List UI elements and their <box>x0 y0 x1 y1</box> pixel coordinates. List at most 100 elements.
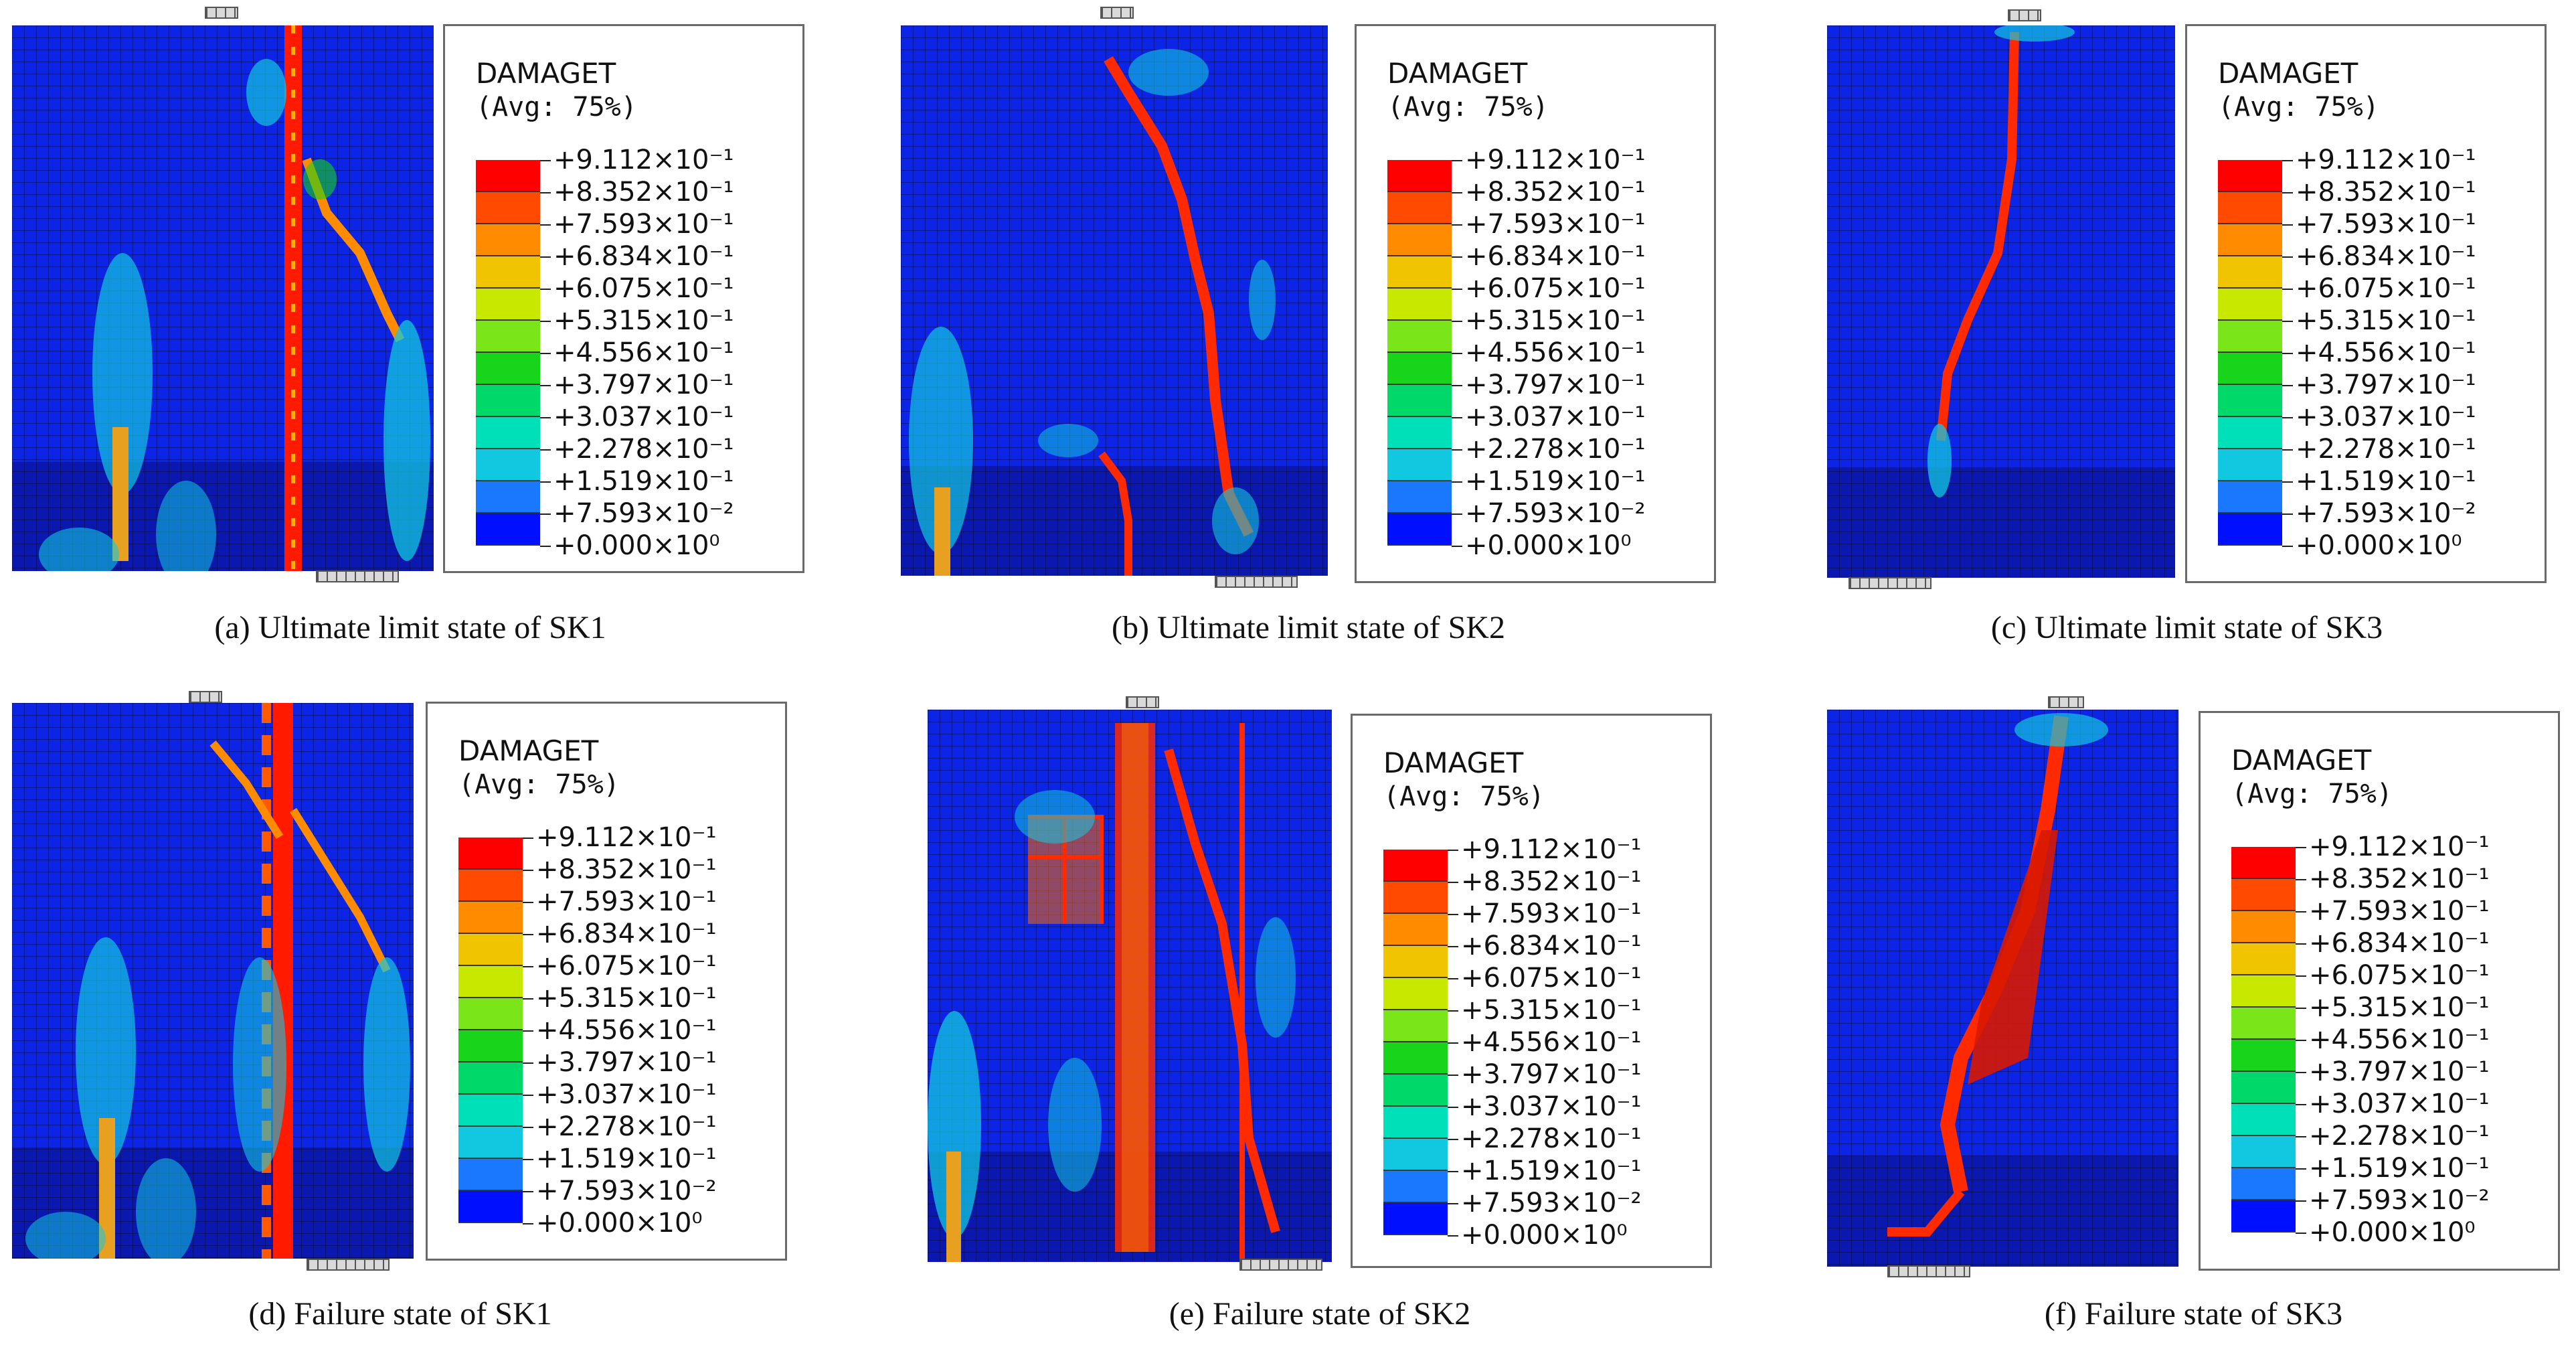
caption: (d) Failure state of SK1 <box>248 1296 552 1332</box>
legend: DAMAGET (Avg: 75%) +9.112×10⁻¹ +8.352×10⁻… <box>2185 24 2547 583</box>
loading-plate-bottom <box>1215 576 1298 588</box>
legend-tick-label: +6.075×10⁻¹ <box>1452 272 1646 305</box>
legend-tick-label: +3.037×10⁻¹ <box>1448 1091 1642 1123</box>
color-band <box>458 1030 523 1062</box>
color-bar <box>2231 847 2296 1233</box>
color-band <box>1387 289 1452 321</box>
legend-tick-label: +1.519×10⁻¹ <box>523 1143 717 1175</box>
legend-tick-label: +6.075×10⁻¹ <box>540 272 734 305</box>
color-band <box>2218 449 2282 481</box>
color-band <box>2231 975 2296 1008</box>
legend-tick-label: +7.593×10⁻² <box>540 497 734 530</box>
legend: DAMAGET (Avg: 75%) +9.112×10⁻¹ +8.352×10⁻… <box>426 702 787 1261</box>
legend-tick-label: +1.519×10⁻¹ <box>2296 1152 2490 1184</box>
color-band <box>1387 417 1452 449</box>
color-band <box>458 1062 523 1095</box>
color-band <box>476 289 540 321</box>
legend-tick-label: +6.834×10⁻¹ <box>523 918 717 950</box>
legend-title: DAMAGET <box>2218 57 2358 90</box>
color-band <box>476 321 540 353</box>
legend-tick-label: +5.315×10⁻¹ <box>523 982 717 1014</box>
color-band <box>458 1191 523 1223</box>
color-band <box>2218 481 2282 513</box>
color-band <box>458 1095 523 1127</box>
color-band <box>476 417 540 449</box>
legend-tick-label: +3.037×10⁻¹ <box>2282 401 2476 433</box>
legend-tick-label: +9.112×10⁻¹ <box>523 821 717 854</box>
color-band <box>458 838 523 870</box>
color-band <box>2231 847 2296 879</box>
crack-overlay <box>909 49 1276 576</box>
color-band <box>2218 192 2282 224</box>
color-band <box>1383 1075 1448 1107</box>
loading-plate-bottom <box>307 1259 390 1271</box>
color-bar <box>1387 160 1452 546</box>
legend-tick-label: +4.556×10⁻¹ <box>540 337 734 369</box>
legend-subtitle: (Avg: 75%) <box>1383 781 1545 812</box>
color-band <box>476 449 540 481</box>
legend-tick-label: +4.556×10⁻¹ <box>523 1014 717 1046</box>
legend-tick-label: +5.315×10⁻¹ <box>1452 305 1646 337</box>
legend-tick-label: +3.797×10⁻¹ <box>2282 369 2476 401</box>
loading-plate-bottom <box>316 570 399 582</box>
legend-tick-label: +6.075×10⁻¹ <box>523 950 717 982</box>
legend: DAMAGET (Avg: 75%) +9.112×10⁻¹ +8.352×10⁻… <box>443 24 804 573</box>
loading-plate-bottom <box>1887 1265 1970 1277</box>
caption: (a) Ultimate limit state of SK1 <box>214 610 606 645</box>
color-band <box>476 224 540 256</box>
color-band <box>2231 1136 2296 1168</box>
legend-tick-label: +1.519×10⁻¹ <box>540 465 734 497</box>
color-band <box>2231 1104 2296 1136</box>
loading-plate-top <box>2008 9 2041 21</box>
color-band <box>1383 882 1448 914</box>
color-band <box>1383 1010 1448 1042</box>
color-band <box>458 934 523 966</box>
legend-tick-label: +8.352×10⁻¹ <box>2296 863 2490 895</box>
legend-tick-label: +7.593×10⁻¹ <box>540 208 734 240</box>
color-band <box>2231 1072 2296 1104</box>
crack-overlay <box>39 25 430 571</box>
color-band <box>1383 1139 1448 1171</box>
color-band <box>476 513 540 546</box>
legend-title: DAMAGET <box>1387 57 1528 90</box>
color-band <box>476 256 540 289</box>
legend-tick-label: +6.834×10⁻¹ <box>2296 927 2490 959</box>
legend-tick-label: +3.037×10⁻¹ <box>523 1079 717 1111</box>
legend-tick-label: +7.593×10⁻² <box>2296 1184 2490 1216</box>
legend-subtitle: (Avg: 75%) <box>458 769 620 800</box>
color-band <box>2231 943 2296 975</box>
legend-tick-label: +3.797×10⁻¹ <box>1448 1058 1642 1091</box>
legend-tick-label: +0.000×10⁰ <box>1452 530 1646 562</box>
legend-tick-label: +0.000×10⁰ <box>1448 1219 1642 1251</box>
legend-tick-label: +6.075×10⁻¹ <box>1448 962 1642 994</box>
legend-tick-label: +7.593×10⁻² <box>1452 497 1646 530</box>
loading-plate-top <box>1100 7 1134 19</box>
legend-tick-label: +3.037×10⁻¹ <box>540 401 734 433</box>
color-band <box>476 160 540 192</box>
color-band <box>2231 879 2296 911</box>
legend-tick-label: +6.075×10⁻¹ <box>2282 272 2476 305</box>
legend: DAMAGET (Avg: 75%) +9.112×10⁻¹ +8.352×10⁻… <box>1355 24 1716 583</box>
color-band <box>2218 224 2282 256</box>
legend-tick-label: +0.000×10⁰ <box>523 1207 717 1239</box>
loading-plate-top <box>2048 696 2084 708</box>
legend-tick-label: +8.352×10⁻¹ <box>540 176 734 208</box>
legend-tick-label: +4.556×10⁻¹ <box>1448 1026 1642 1058</box>
legend-tick-label: +8.352×10⁻¹ <box>2282 176 2476 208</box>
color-band <box>458 870 523 902</box>
legend-ticks: +9.112×10⁻¹ +8.352×10⁻¹ +7.593×10⁻¹ +6.834×… <box>2282 144 2476 562</box>
color-band <box>1383 1042 1448 1075</box>
color-bar <box>458 838 523 1223</box>
legend-tick-label: +3.797×10⁻¹ <box>523 1046 717 1079</box>
legend-subtitle: (Avg: 75%) <box>2231 779 2393 809</box>
crack-overlay <box>1887 713 2108 1237</box>
color-band <box>1387 513 1452 546</box>
legend-tick-label: +1.519×10⁻¹ <box>1452 465 1646 497</box>
color-band <box>2218 417 2282 449</box>
color-band <box>2231 1168 2296 1200</box>
color-band <box>1383 946 1448 978</box>
legend-tick-label: +1.519×10⁻¹ <box>2282 465 2476 497</box>
crack-overlay <box>1927 25 2075 497</box>
legend-tick-label: +9.112×10⁻¹ <box>540 144 734 176</box>
color-band <box>1383 978 1448 1010</box>
